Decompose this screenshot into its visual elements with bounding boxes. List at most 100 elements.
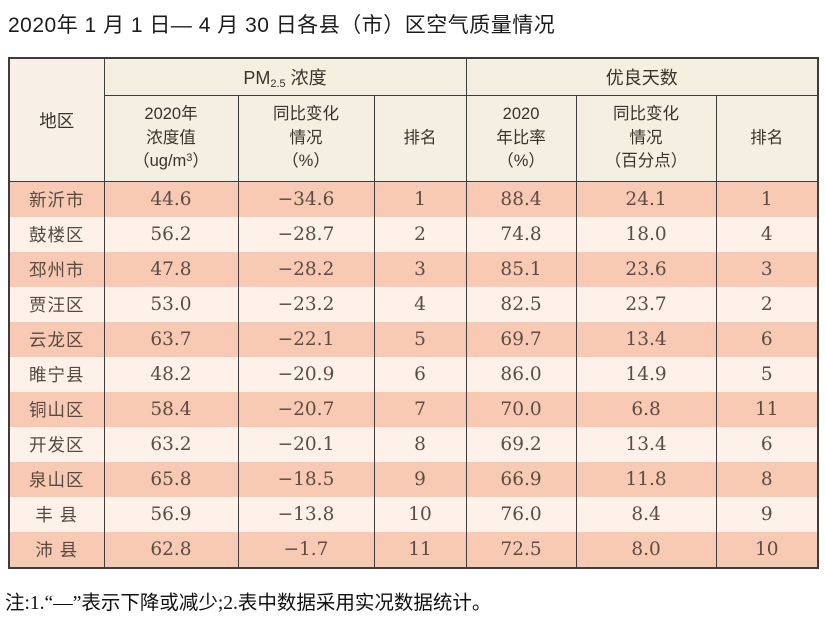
header-pm-value: 2020年 浓度值 （ug/m3） [103, 95, 239, 182]
pm-rank-cell: 10 [373, 497, 467, 532]
good-change-cell: 11.8 [575, 462, 717, 497]
header-gooddays-group: 优良天数 [465, 57, 819, 96]
table-row: 铜山区 58.4 −20.7 7 70.0 6.8 11 [8, 392, 819, 427]
header-rank-label: 排名 [750, 128, 784, 147]
region-cell: 睢宁县 [8, 357, 105, 392]
pm-value-cell: 47.8 [103, 252, 239, 287]
good-rank-cell: 6 [715, 322, 819, 357]
pm-value-cell: 58.4 [103, 392, 239, 427]
pm-change-cell: −13.8 [237, 497, 375, 532]
header-group-row: 地区 PM2.5 浓度 优良天数 [8, 57, 819, 182]
good-rate-cell: 74.8 [465, 217, 577, 252]
good-rate-cell: 69.2 [465, 427, 577, 462]
header-line: 2020 [502, 104, 540, 123]
header-pm25-group: PM2.5 浓度 [103, 57, 467, 96]
good-rate-cell: 82.5 [465, 287, 577, 322]
pm-value-cell: 65.8 [103, 462, 239, 497]
pm25-subscript: 2.5 [270, 78, 286, 90]
pm-rank-cell: 5 [373, 322, 467, 357]
good-change-cell: 23.7 [575, 287, 717, 322]
pm-change-cell: −34.6 [237, 181, 375, 217]
good-rank-cell: 1 [715, 181, 819, 217]
good-rank-cell: 4 [715, 217, 819, 252]
header-line: 同比变化 [613, 104, 680, 123]
pm-rank-cell: 9 [373, 462, 467, 497]
good-rank-cell: 2 [715, 287, 819, 322]
header-pm-rank: 排名 [373, 95, 467, 182]
table-header: 地区 PM2.5 浓度 优良天数 2020年 浓度值 （ug/m3） 同比变化 … [8, 57, 819, 182]
unit-prefix: （ug/m [133, 152, 187, 171]
pm-change-cell: −20.7 [237, 392, 375, 427]
region-cell: 沛 县 [8, 532, 105, 568]
pm-rank-cell: 11 [373, 532, 467, 568]
header-line: 2020年 [144, 104, 198, 123]
good-rate-cell: 72.5 [465, 532, 577, 568]
region-cell: 新沂市 [8, 181, 105, 217]
pm-rank-cell: 7 [373, 392, 467, 427]
good-rate-cell: 66.9 [465, 462, 577, 497]
good-rank-cell: 6 [715, 427, 819, 462]
pm25-suffix: 浓度 [285, 68, 327, 88]
pm-rank-cell: 2 [373, 217, 467, 252]
pm-value-cell: 56.9 [103, 497, 239, 532]
header-good-rate: 2020 年比率 （%） [465, 95, 577, 182]
good-change-cell: 6.8 [575, 392, 717, 427]
good-rank-cell: 9 [715, 497, 819, 532]
header-region-label: 地区 [39, 110, 75, 131]
good-change-cell: 13.4 [575, 322, 717, 357]
table-row: 邳州市 47.8 −28.2 3 85.1 23.6 3 [8, 252, 819, 287]
region-cell: 贾汪区 [8, 287, 105, 322]
pm-rank-cell: 3 [373, 252, 467, 287]
region-cell: 泉山区 [8, 462, 105, 497]
good-change-cell: 8.4 [575, 497, 717, 532]
footnote: 注:1.“—”表示下降或减少;2.表中数据采用实况数据统计。 [5, 593, 492, 614]
pm-change-cell: −23.2 [237, 287, 375, 322]
pm-rank-cell: 4 [373, 287, 467, 322]
pm-value-cell: 62.8 [103, 532, 239, 568]
table-row: 睢宁县 48.2 −20.9 6 86.0 14.9 5 [8, 357, 819, 392]
header-line: 同比变化 [273, 104, 339, 123]
unit-superscript: 3 [186, 152, 193, 165]
good-change-cell: 23.6 [575, 252, 717, 287]
pm-change-cell: −28.2 [237, 252, 375, 287]
pm-value-cell: 63.7 [103, 322, 239, 357]
good-change-cell: 18.0 [575, 217, 717, 252]
header-line: （%） [497, 152, 545, 171]
table-row: 云龙区 63.7 −22.1 5 69.7 13.4 6 [8, 322, 819, 357]
pm-change-cell: −20.1 [237, 427, 375, 462]
region-cell: 鼓楼区 [8, 217, 105, 252]
good-change-cell: 8.0 [575, 532, 717, 568]
gooddays-label: 优良天数 [605, 68, 678, 88]
header-region: 地区 [8, 57, 105, 182]
table-row: 沛 县 62.8 −1.7 11 72.5 8.0 10 [8, 532, 819, 568]
header-line: （%） [282, 152, 330, 171]
pm-value-cell: 48.2 [103, 357, 239, 392]
good-rate-cell: 86.0 [465, 357, 577, 392]
table-row: 泉山区 65.8 −18.5 9 66.9 11.8 8 [8, 462, 819, 497]
region-cell: 铜山区 [8, 392, 105, 427]
header-good-rank: 排名 [715, 95, 819, 182]
pm-rank-cell: 1 [373, 181, 467, 217]
table-row: 鼓楼区 56.2 −28.7 2 74.8 18.0 4 [8, 217, 819, 252]
header-rank-label: 排名 [403, 128, 437, 147]
region-cell: 开发区 [8, 427, 105, 462]
header-line: 年比率 [496, 128, 546, 147]
good-rate-cell: 70.0 [465, 392, 577, 427]
pm-change-cell: −18.5 [237, 462, 375, 497]
good-rate-cell: 85.1 [465, 252, 577, 287]
region-cell: 丰 县 [8, 497, 105, 532]
good-rate-cell: 69.7 [465, 322, 577, 357]
region-cell: 邳州市 [8, 252, 105, 287]
pm25-prefix: PM [243, 68, 271, 88]
pm-change-cell: −22.1 [237, 322, 375, 357]
air-quality-table: 地区 PM2.5 浓度 优良天数 2020年 浓度值 （ug/m3） 同比变化 … [8, 57, 820, 569]
good-rank-cell: 8 [715, 462, 819, 497]
table-row: 贾汪区 53.0 −23.2 4 82.5 23.7 2 [8, 287, 819, 322]
header-good-change: 同比变化 情况 （百分点） [575, 95, 717, 182]
table-row: 开发区 63.2 −20.1 8 69.2 13.4 6 [8, 427, 819, 462]
header-pm-change: 同比变化 情况 （%） [237, 95, 375, 182]
good-change-cell: 14.9 [575, 357, 717, 392]
good-change-cell: 24.1 [575, 181, 717, 217]
pm-rank-cell: 6 [373, 357, 467, 392]
